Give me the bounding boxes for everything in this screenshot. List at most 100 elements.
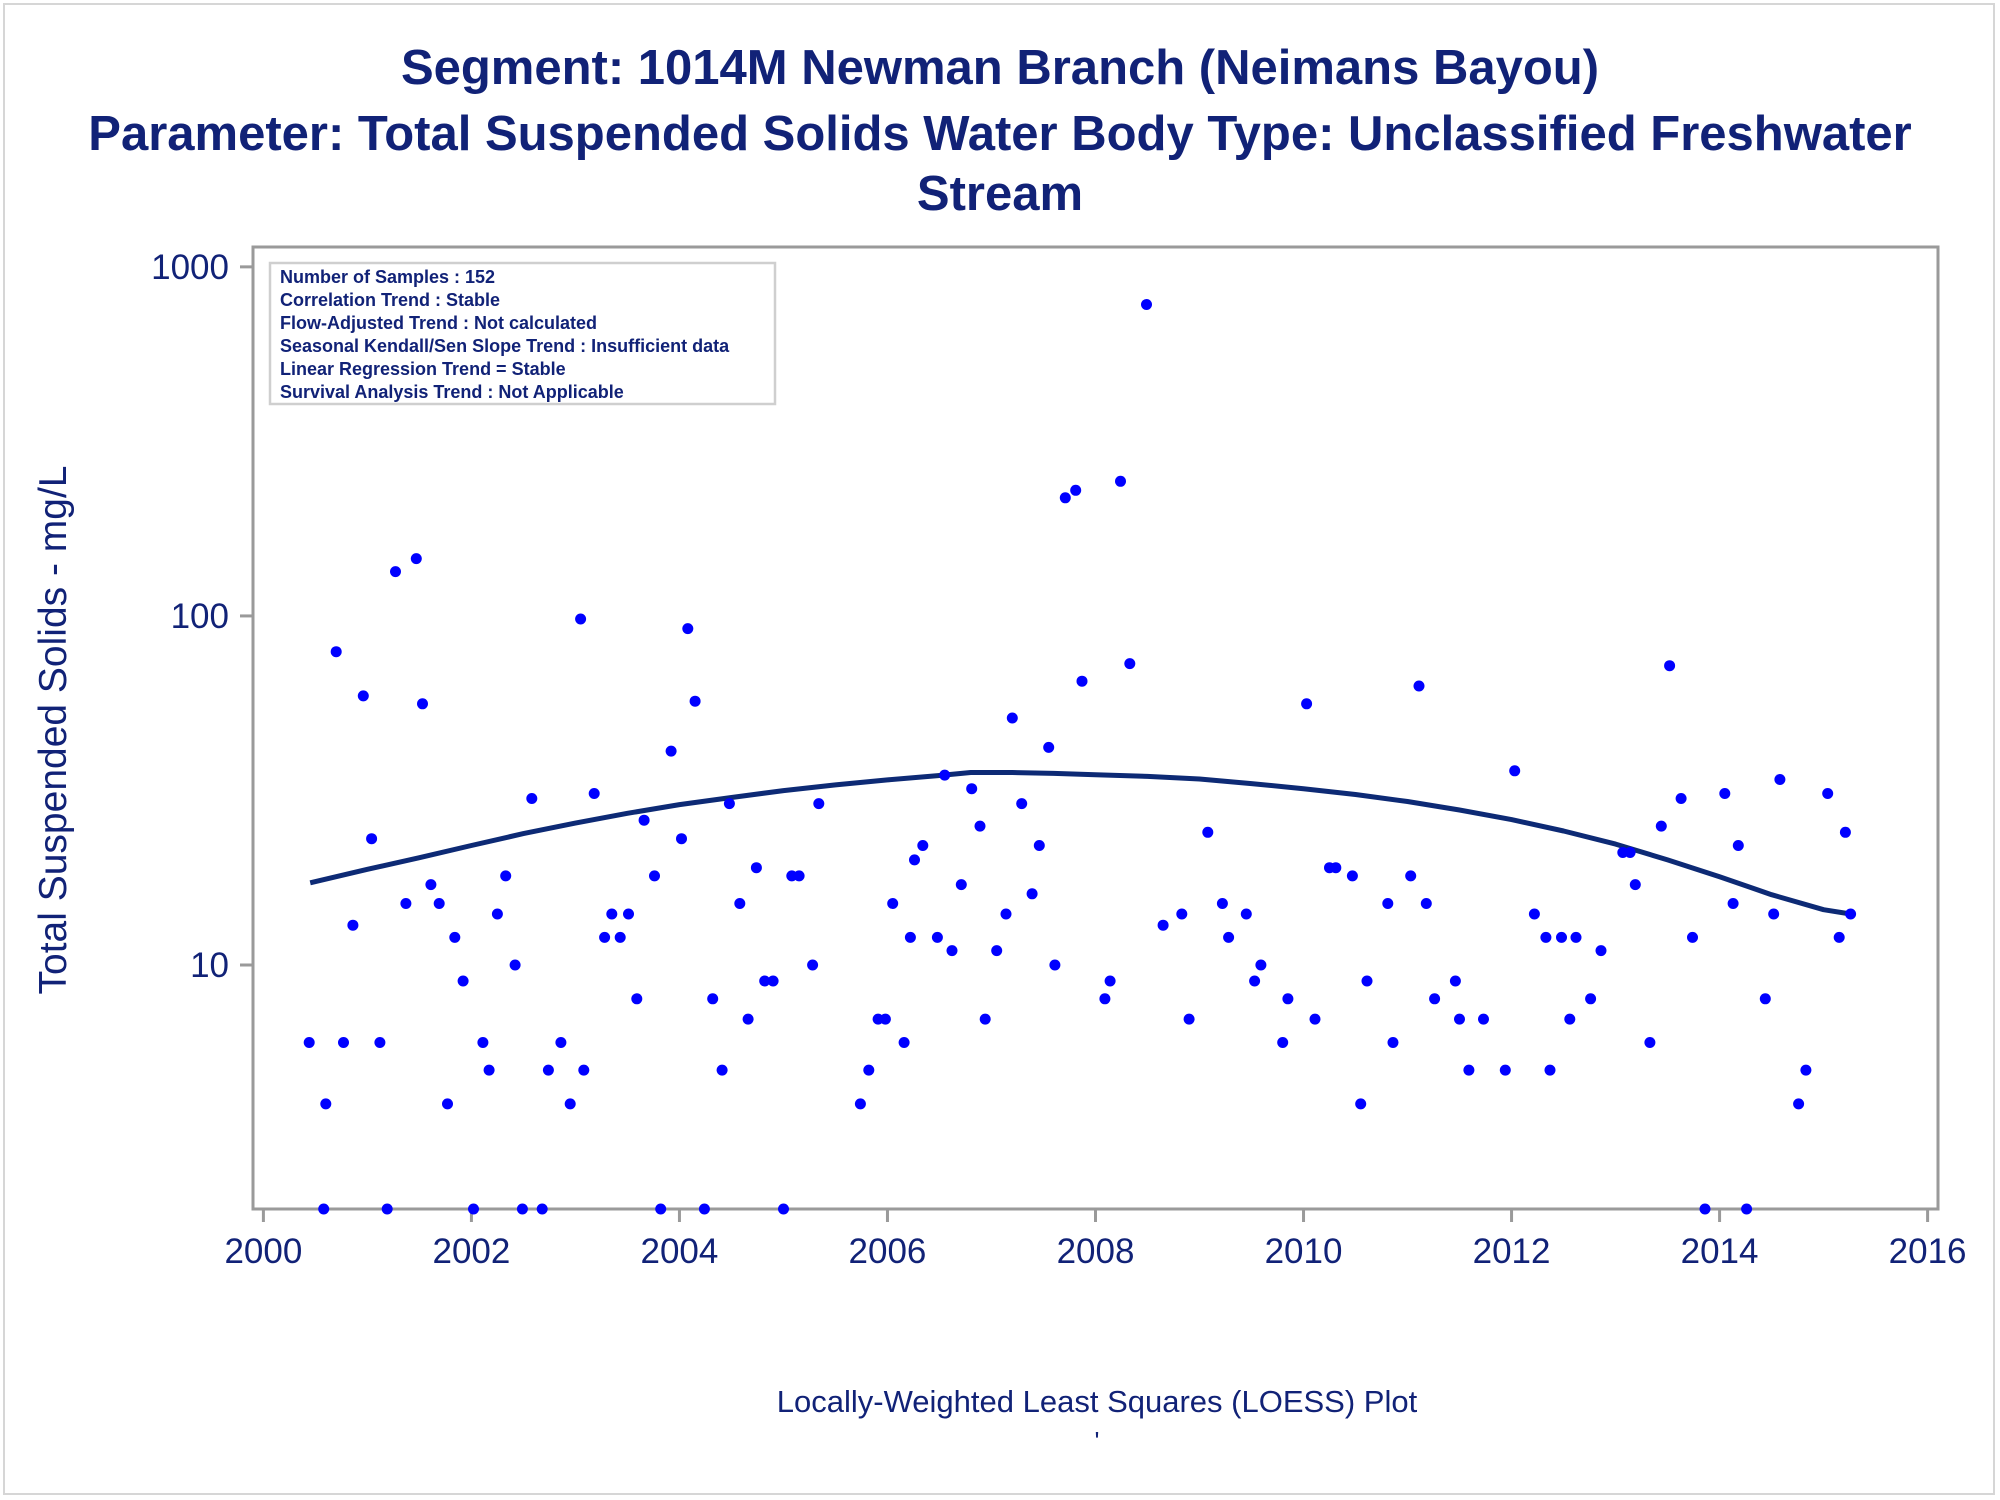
data-point-46 bbox=[698, 1203, 710, 1215]
data-point-68 bbox=[917, 840, 929, 851]
data-point-79 bbox=[1016, 798, 1028, 810]
data-point-38 bbox=[631, 993, 643, 1005]
data-point-27 bbox=[536, 1203, 548, 1215]
data-point-45 bbox=[689, 695, 701, 707]
data-point-7 bbox=[366, 833, 378, 845]
data-point-82 bbox=[1043, 741, 1055, 753]
data-point-70 bbox=[939, 769, 951, 781]
data-point-47 bbox=[707, 993, 719, 1005]
data-point-60 bbox=[854, 1098, 866, 1110]
x-tick-label-2004: 2004 bbox=[641, 1232, 719, 1271]
x-axis: 2000 2002 2004 2006 2008 2010 2012 2014 2016 bbox=[224, 1209, 1967, 1271]
figure-frame bbox=[3, 3, 1995, 1495]
data-point-66 bbox=[904, 931, 916, 943]
stats-line-linear-regression: Linear Regression Trend = Stable bbox=[280, 359, 566, 379]
data-point-69 bbox=[931, 931, 943, 943]
data-point-6 bbox=[357, 690, 369, 702]
data-point-137 bbox=[1687, 931, 1698, 943]
data-point-72 bbox=[955, 879, 967, 891]
data-point-0 bbox=[303, 1037, 315, 1048]
data-point-43 bbox=[676, 833, 687, 845]
data-point-101 bbox=[1277, 1037, 1289, 1048]
data-point-118 bbox=[1463, 1064, 1475, 1076]
data-point-129 bbox=[1595, 945, 1607, 957]
data-point-117 bbox=[1454, 1013, 1465, 1025]
data-point-40 bbox=[649, 870, 660, 882]
data-point-114 bbox=[1420, 898, 1432, 909]
data-point-92 bbox=[1157, 919, 1169, 931]
data-point-145 bbox=[1774, 774, 1786, 785]
data-point-102 bbox=[1282, 993, 1294, 1005]
footnote-mark: ' bbox=[1095, 1426, 1100, 1456]
data-point-122 bbox=[1528, 908, 1540, 920]
data-point-127 bbox=[1570, 931, 1582, 943]
data-point-89 bbox=[1115, 475, 1126, 487]
data-point-143 bbox=[1759, 993, 1771, 1005]
data-point-75 bbox=[979, 1013, 991, 1025]
data-point-39 bbox=[638, 814, 650, 826]
data-point-64 bbox=[887, 898, 899, 909]
data-point-55 bbox=[778, 1203, 789, 1215]
data-point-24 bbox=[509, 959, 521, 971]
chart-title-parameter: Parameter: Total Suspended Solids Water … bbox=[88, 107, 1912, 161]
data-point-23 bbox=[500, 870, 512, 882]
data-point-73 bbox=[966, 783, 978, 795]
x-tick-label-2000: 2000 bbox=[224, 1232, 302, 1271]
data-point-53 bbox=[759, 975, 771, 987]
data-point-136 bbox=[1675, 793, 1687, 804]
data-point-149 bbox=[1833, 931, 1845, 943]
data-point-37 bbox=[623, 908, 634, 920]
data-point-21 bbox=[483, 1064, 495, 1076]
chart-title-stream: Stream bbox=[916, 167, 1084, 221]
data-point-142 bbox=[1741, 1203, 1753, 1215]
data-point-139 bbox=[1719, 788, 1731, 799]
data-point-151 bbox=[1845, 908, 1857, 920]
stats-line-seasonal-kendall: Seasonal Kendall/Sen Slope Trend : Insuf… bbox=[280, 336, 730, 356]
data-point-140 bbox=[1727, 898, 1739, 909]
data-point-87 bbox=[1099, 993, 1111, 1005]
data-point-8 bbox=[374, 1037, 386, 1048]
data-point-150 bbox=[1839, 826, 1851, 838]
footnote-loess: Locally-Weighted Least Squares (LOESS) P… bbox=[777, 1384, 1418, 1419]
data-point-41 bbox=[655, 1203, 667, 1215]
data-point-16 bbox=[442, 1098, 453, 1110]
data-point-15 bbox=[433, 898, 445, 909]
data-point-138 bbox=[1699, 1203, 1711, 1215]
data-point-11 bbox=[400, 898, 412, 909]
data-point-18 bbox=[457, 975, 469, 987]
data-point-126 bbox=[1564, 1013, 1576, 1025]
data-point-88 bbox=[1104, 975, 1116, 987]
data-point-22 bbox=[491, 908, 503, 920]
data-point-97 bbox=[1223, 931, 1235, 943]
data-point-120 bbox=[1499, 1064, 1511, 1076]
x-tick-label-2010: 2010 bbox=[1265, 1232, 1343, 1271]
data-point-33 bbox=[588, 788, 600, 799]
data-point-135 bbox=[1664, 660, 1676, 672]
data-point-1 bbox=[318, 1203, 330, 1215]
data-point-20 bbox=[477, 1037, 489, 1048]
data-point-63 bbox=[879, 1013, 891, 1025]
data-point-54 bbox=[767, 975, 779, 987]
data-point-134 bbox=[1655, 820, 1667, 832]
stats-line-correlation: Correlation Trend : Stable bbox=[280, 290, 500, 310]
data-point-85 bbox=[1070, 484, 1082, 496]
data-point-67 bbox=[909, 854, 920, 866]
data-point-125 bbox=[1556, 931, 1567, 943]
data-point-83 bbox=[1049, 959, 1061, 971]
data-point-99 bbox=[1249, 975, 1261, 987]
data-point-128 bbox=[1585, 993, 1597, 1005]
stats-box: Number of Samples : 152 Correlation Tren… bbox=[268, 261, 777, 406]
x-tick-label-2014: 2014 bbox=[1681, 1232, 1759, 1271]
data-point-124 bbox=[1544, 1064, 1556, 1076]
data-point-147 bbox=[1800, 1064, 1812, 1076]
data-point-44 bbox=[682, 623, 694, 635]
data-point-110 bbox=[1382, 898, 1394, 909]
data-point-104 bbox=[1309, 1013, 1321, 1025]
data-point-109 bbox=[1361, 975, 1373, 987]
data-point-29 bbox=[555, 1037, 567, 1048]
stats-box-border bbox=[268, 261, 777, 406]
data-point-86 bbox=[1076, 675, 1088, 687]
data-point-71 bbox=[946, 945, 958, 957]
data-point-121 bbox=[1509, 765, 1521, 777]
data-point-13 bbox=[417, 698, 428, 710]
